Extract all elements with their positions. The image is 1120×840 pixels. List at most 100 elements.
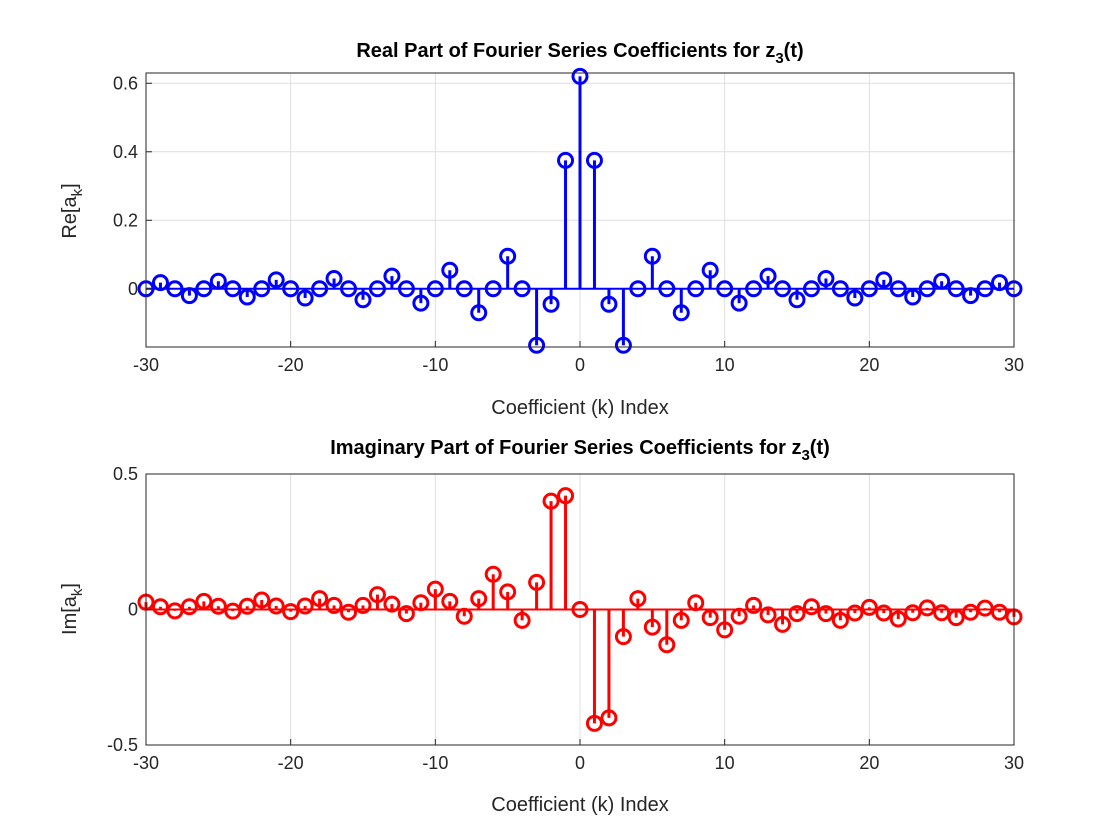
stem-marker: [340, 280, 358, 298]
stem-marker: [368, 280, 386, 298]
x-tick-label: 30: [1004, 753, 1024, 773]
stem-marker: [397, 280, 415, 298]
stem-marker: [831, 280, 849, 298]
stem-marker: [484, 565, 502, 583]
stem-marker: [311, 280, 329, 298]
stem-marker: [933, 604, 951, 622]
stem-marker: [528, 573, 546, 591]
stem-marker: [238, 597, 256, 615]
stem-marker: [368, 586, 386, 604]
stem-marker: [195, 280, 213, 298]
x-tick-label: -10: [422, 753, 448, 773]
stem-marker: [991, 274, 1009, 292]
stem-marker: [542, 492, 560, 510]
stem-marker: [470, 590, 488, 608]
stem-marker: [976, 280, 994, 298]
stem-marker: [180, 287, 198, 305]
stem-marker: [484, 280, 502, 298]
y-tick-label: 0: [128, 279, 138, 299]
stem-marker: [224, 280, 242, 298]
stem-marker: [962, 603, 980, 621]
y-tick-label: 0.6: [113, 73, 138, 93]
stem-marker: [614, 628, 632, 646]
stem-marker: [340, 603, 358, 621]
stem-marker: [166, 602, 184, 620]
stem-marker: [426, 280, 444, 298]
stem-marker: [542, 295, 560, 313]
stem-marker: [151, 274, 169, 292]
stem-marker: [282, 280, 300, 298]
real-plot-ylabel: Re[ak]: [59, 183, 86, 238]
stem-marker: [528, 336, 546, 354]
stem-marker: [614, 336, 632, 354]
stem-marker: [166, 280, 184, 298]
stem-marker: [571, 67, 589, 85]
real-plot-title: Real Part of Fourier Series Coefficients…: [356, 40, 803, 67]
stem-marker: [354, 596, 372, 614]
stem-marker: [499, 247, 517, 265]
real-plot-ticks: -30 -20 -10 0 10 20 30 0 0.2 0.4 0.6: [113, 73, 1024, 375]
stem-marker: [730, 294, 748, 312]
x-tick-label: -30: [133, 753, 159, 773]
y-tick-label: -0.5: [107, 735, 138, 755]
stem-marker: [499, 583, 517, 601]
stem-marker: [991, 603, 1009, 621]
stem-marker: [151, 598, 169, 616]
stem-marker: [817, 270, 835, 287]
stem-marker: [253, 591, 271, 609]
stem-marker: [962, 287, 980, 305]
stem-marker: [759, 267, 777, 285]
real-plot-stems: [137, 67, 1023, 354]
stem-marker: [889, 280, 907, 298]
x-tick-label: -20: [278, 753, 304, 773]
stem-marker: [875, 271, 893, 289]
stem-marker: [976, 599, 994, 617]
stem-marker: [513, 611, 531, 629]
x-tick-label: 0: [575, 355, 585, 375]
stem-marker: [426, 580, 444, 598]
stem-marker: [585, 714, 603, 732]
stem-marker: [817, 605, 835, 623]
stem-marker: [180, 598, 198, 616]
stem-marker: [209, 272, 227, 290]
stem-marker: [383, 267, 401, 285]
stem-marker: [947, 280, 965, 298]
stem-marker: [600, 295, 618, 313]
stem-marker: [325, 596, 343, 614]
stem-marker: [860, 280, 878, 298]
stem-marker: [224, 602, 242, 620]
stem-marker: [658, 280, 676, 298]
stem-marker: [643, 247, 661, 265]
stem-marker: [412, 294, 430, 312]
x-tick-label: -30: [133, 355, 159, 375]
stem-marker: [253, 280, 271, 298]
x-tick-label: 10: [715, 355, 735, 375]
stem-marker: [441, 592, 459, 610]
stem-marker: [933, 272, 951, 290]
stem-marker: [238, 288, 256, 306]
stem-marker: [441, 261, 459, 279]
stem-marker: [904, 288, 922, 306]
stem-marker: [802, 280, 820, 298]
stem-marker: [802, 598, 820, 616]
stem-marker: [354, 291, 372, 309]
x-tick-label: 10: [715, 753, 735, 773]
stem-marker: [687, 280, 705, 298]
stem-marker: [745, 596, 763, 614]
stem-marker: [701, 261, 719, 279]
stem-marker: [195, 592, 213, 610]
stem-marker: [600, 709, 618, 727]
stem-marker: [918, 599, 936, 617]
imaginary-part-plot: Imaginary Part of Fourier Series Coeffic…: [59, 437, 1024, 816]
imag-plot-ticks: -30 -20 -10 0 10 20 30 -0.5 0 0.5: [107, 464, 1024, 773]
stem-marker: [629, 590, 647, 608]
stem-marker: [282, 603, 300, 621]
stem-marker: [687, 594, 705, 612]
y-tick-label: 0.2: [113, 210, 138, 230]
stem-marker: [860, 598, 878, 616]
stem-marker: [846, 289, 864, 307]
x-tick-label: -20: [278, 355, 304, 375]
stem-marker: [470, 304, 488, 322]
stem-marker: [774, 280, 792, 298]
stem-marker: [745, 280, 763, 298]
